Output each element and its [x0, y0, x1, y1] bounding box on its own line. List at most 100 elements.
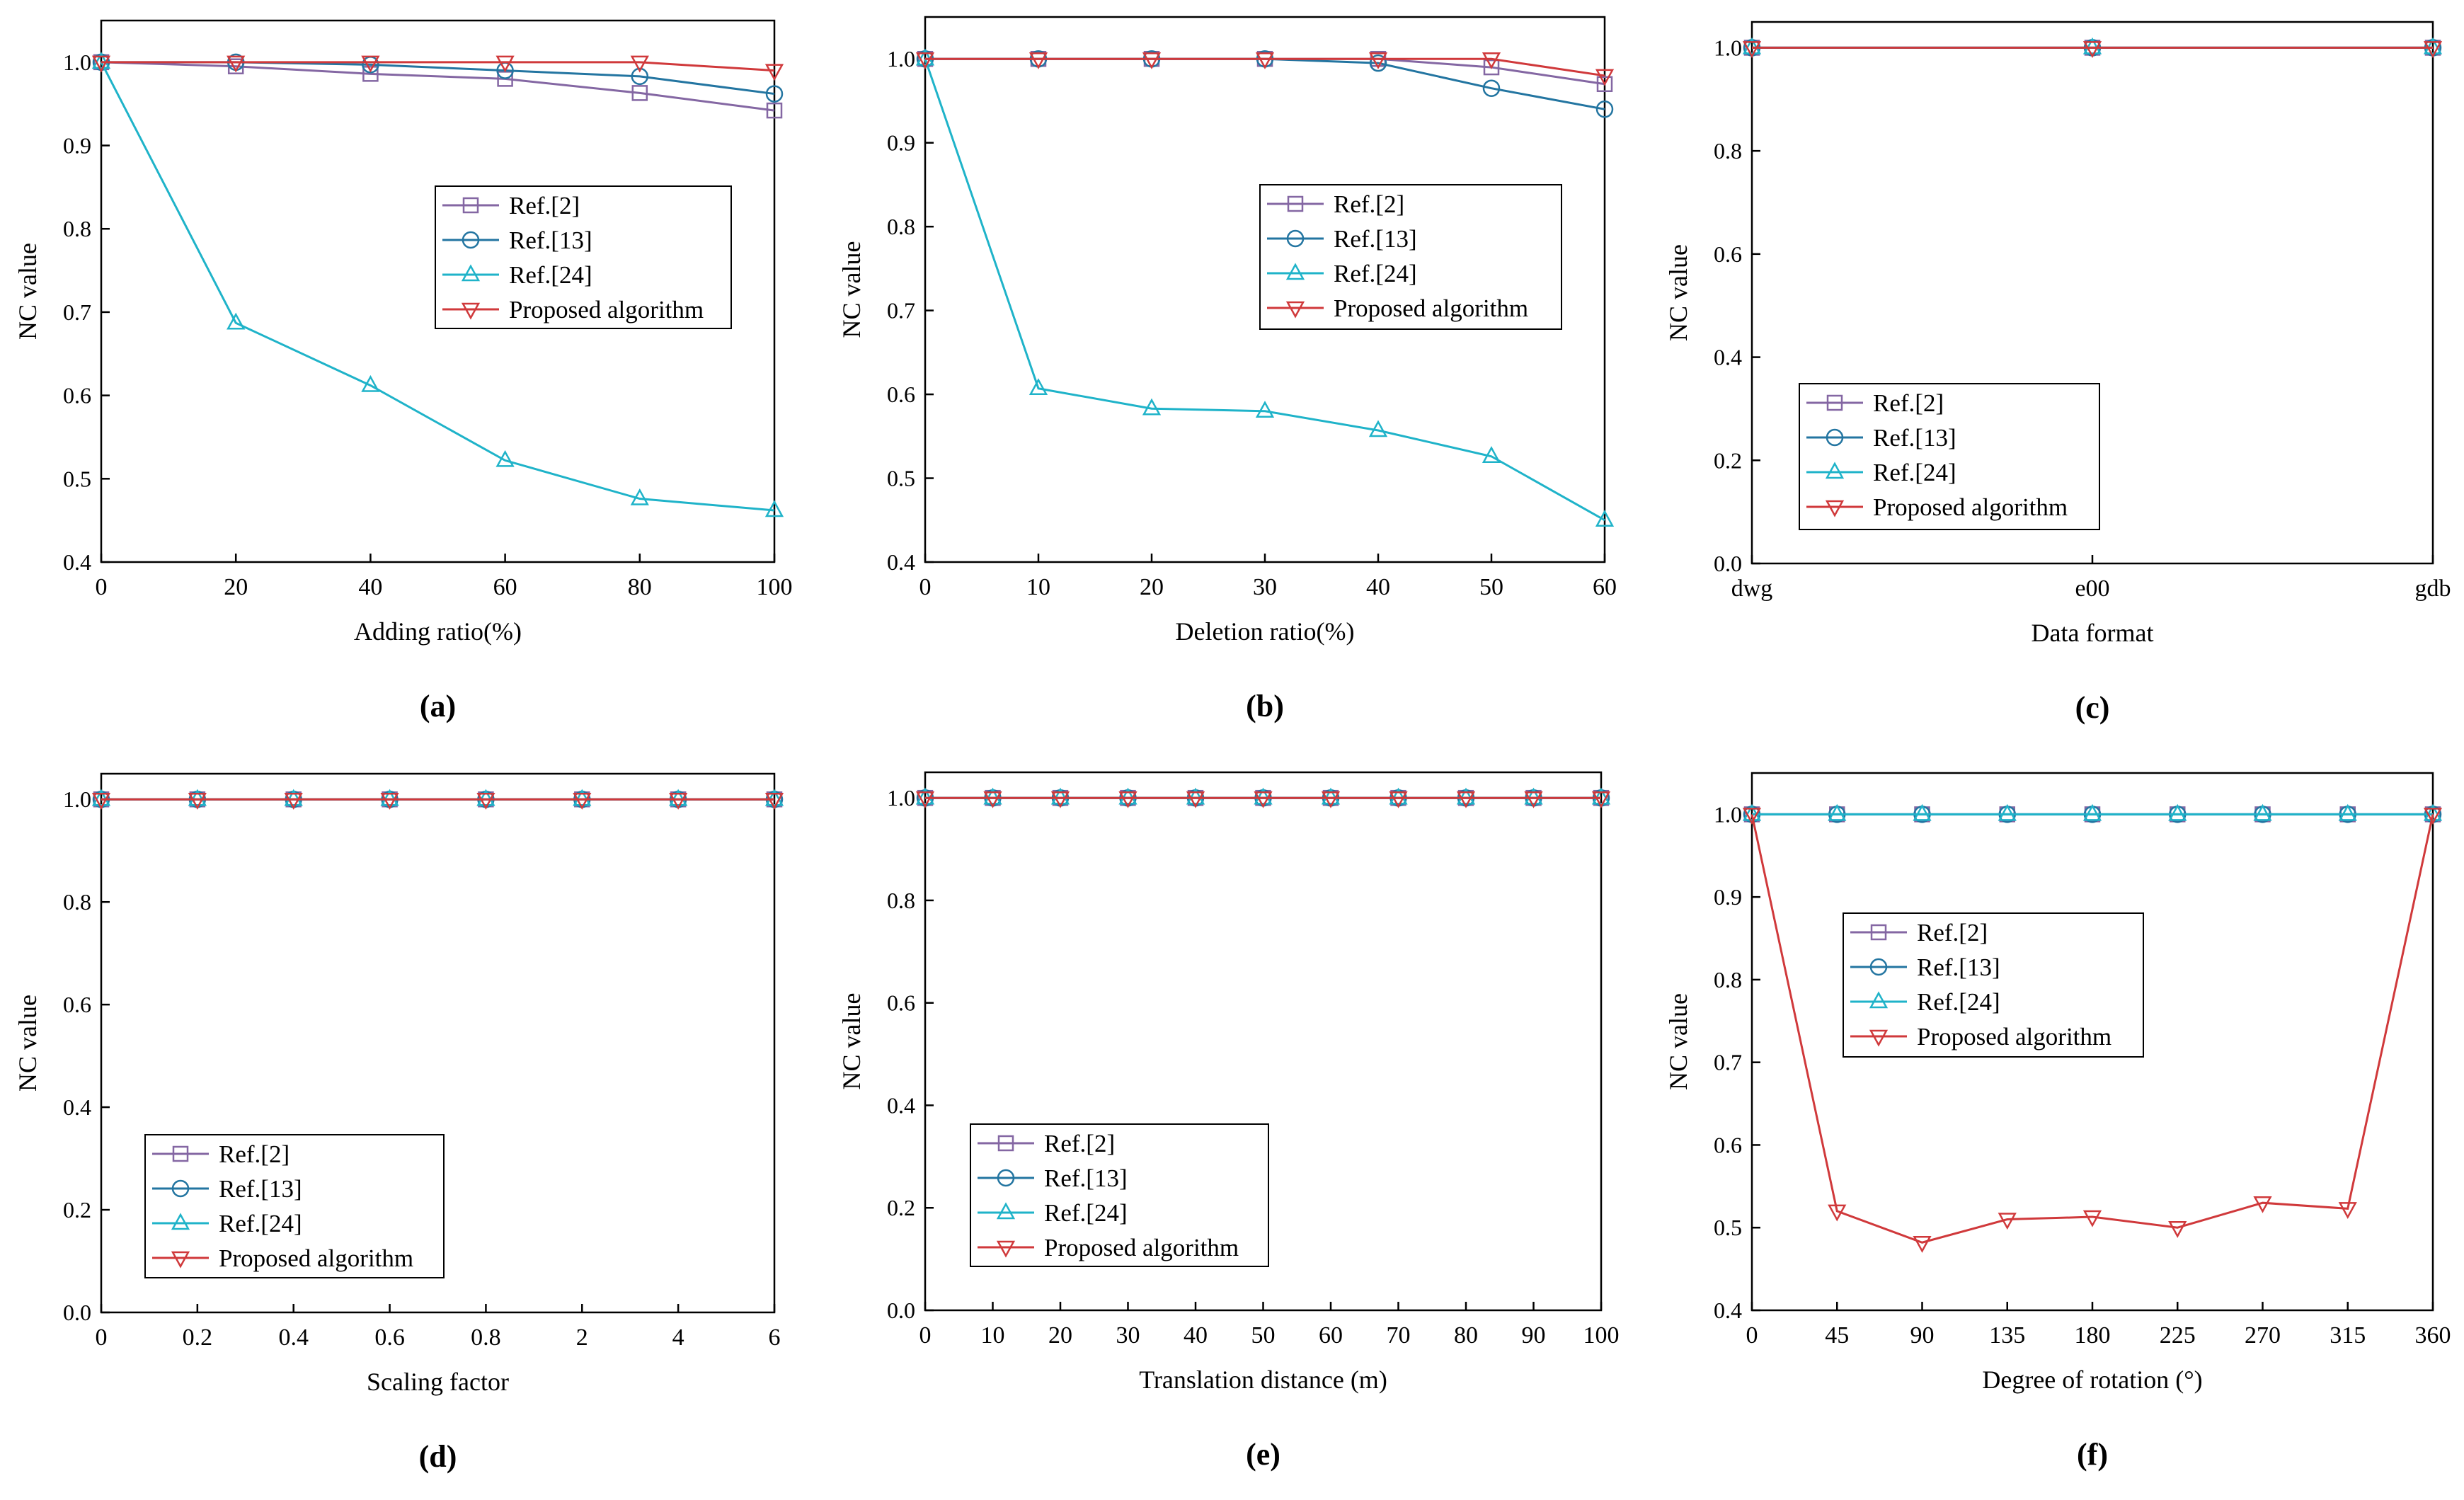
legend-label: Ref.[2] [219, 1140, 290, 1168]
data-point [1456, 787, 1476, 805]
legend-marker [462, 197, 479, 214]
x-tick-label: e00 [2075, 576, 2109, 602]
legend: Ref.[2] Ref.[13] Ref.[24] Proposed algorith… [1259, 184, 1562, 330]
y-tick-label: 0.6 [1714, 241, 1742, 267]
x-tick-label: 0.6 [374, 1324, 405, 1351]
chart-panel-f: 0.4 0.5 0.6 0.7 0.8 0.9 1.0 0 45 90 135 180 225 270 31… [1664, 772, 2451, 1472]
x-axis-label: Data format [2032, 619, 2154, 647]
data-point [380, 792, 399, 810]
data-point [573, 789, 592, 806]
data-point [1321, 791, 1341, 808]
legend-box [1259, 184, 1562, 330]
x-tick-label: 20 [1048, 1322, 1072, 1349]
legend-marker [1826, 428, 1844, 447]
data-point [1118, 787, 1138, 805]
data-point [631, 85, 648, 101]
legend-box [144, 1134, 445, 1278]
data-point [1913, 1235, 1932, 1253]
legend-label: Ref.[24] [509, 261, 592, 289]
data-point [915, 48, 935, 66]
data-point [2168, 803, 2187, 821]
x-tick-label: 20 [224, 574, 248, 600]
y-tick-label: 0.7 [1714, 1050, 1742, 1075]
y-tick-label: 1.0 [1714, 801, 1742, 827]
data-point [1050, 791, 1070, 808]
legend: Ref.[2] Ref.[13] Ref.[24] Proposed algorith… [144, 1134, 445, 1278]
data-point [631, 67, 649, 86]
y-tick-label: 0.2 [63, 1197, 91, 1223]
x-tick-label: 0 [919, 574, 932, 600]
data-point [1742, 808, 1762, 825]
series-line-0 [101, 61, 775, 112]
data-point [1186, 787, 1205, 805]
x-tick-label: 60 [1319, 1322, 1343, 1349]
x-axis-label: Adding ratio(%) [354, 617, 522, 646]
chart-panel-a: 0.4 0.5 0.6 0.7 0.8 0.9 1.0 0 20 40 60 80 100 Adding … [13, 19, 793, 723]
y-tick-label: 0.9 [887, 130, 915, 156]
data-point [630, 488, 649, 505]
x-tick-label: 45 [1825, 1322, 1849, 1349]
x-tick-label: 20 [1140, 574, 1164, 600]
legend-label: Proposed algorithm [219, 1244, 413, 1272]
series-line-3 [1750, 814, 2434, 1244]
x-tick-label: 180 [2075, 1322, 2111, 1349]
x-tick-label: 90 [1522, 1322, 1546, 1349]
x-tick-label: 10 [1026, 574, 1050, 600]
y-tick-label: 0.5 [63, 466, 91, 491]
legend-label: Ref.[13] [1917, 954, 2000, 981]
series-line-3 [925, 57, 1605, 77]
legend-marker [1870, 924, 1887, 941]
legend-label: Ref.[24] [1044, 1199, 1128, 1227]
data-point [2082, 37, 2102, 55]
legend: Ref.[2] Ref.[13] Ref.[24] Proposed algorith… [1799, 383, 2100, 530]
chart-panel-c: 0.0 0.2 0.4 0.6 0.8 1.0 dwg e00 gdb Data format NC… [1664, 21, 2451, 725]
y-axis-label: NC value [837, 993, 866, 1090]
panel-caption: (e) [1246, 1437, 1280, 1472]
data-point [1913, 803, 1932, 821]
x-tick-label: 0 [96, 1324, 108, 1351]
data-point [91, 55, 111, 73]
y-tick-label: 0.6 [1714, 1132, 1742, 1157]
legend-marker [172, 1145, 189, 1162]
data-point [764, 64, 784, 81]
legend: Ref.[2] Ref.[13] Ref.[24] Proposed algorith… [435, 185, 732, 329]
y-tick-label: 0.4 [887, 1092, 915, 1118]
data-point [1028, 52, 1048, 69]
y-axis-label: NC value [1664, 244, 1692, 341]
data-point [1591, 791, 1611, 808]
legend-marker [461, 302, 481, 320]
data-point [1596, 76, 1613, 93]
data-point [1321, 787, 1341, 805]
data-point [1524, 787, 1543, 805]
chart-panel-d: 0.0 0.2 0.4 0.6 0.8 1.0 0 0.2 0.4 0.6 0.8 2 4 6 Scalin… [13, 772, 784, 1474]
data-point [1828, 1204, 1847, 1222]
y-tick-label: 0.4 [887, 549, 915, 575]
data-point [1595, 510, 1615, 527]
data-point [1595, 101, 1614, 118]
data-point [573, 792, 592, 810]
y-tick-label: 0.6 [63, 383, 91, 408]
data-point [188, 789, 207, 806]
data-point [764, 792, 784, 810]
y-tick-label: 0.7 [63, 299, 91, 325]
x-axis-label: Degree of rotation (°) [1982, 1366, 2202, 1394]
x-axis-label: Translation distance (m) [1139, 1366, 1387, 1394]
legend-label: Proposed algorithm [1873, 493, 2068, 521]
data-point [380, 789, 399, 806]
data-point [1742, 41, 1762, 59]
y-tick-label: 0.2 [1714, 447, 1742, 473]
y-tick-label: 0.6 [887, 990, 915, 1016]
y-tick-label: 0.5 [887, 466, 915, 491]
y-tick-label: 0.6 [63, 992, 91, 1017]
y-tick-label: 1.0 [887, 785, 915, 811]
legend-label: Ref.[13] [1334, 225, 1417, 253]
panel-caption: (d) [419, 1439, 457, 1474]
data-point [1369, 54, 1387, 72]
data-point [1482, 79, 1501, 97]
y-axis-label: NC value [13, 243, 42, 340]
y-tick-label: 0.8 [1714, 967, 1742, 992]
y-tick-label: 0.9 [1714, 884, 1742, 910]
x-tick-label: 0.4 [278, 1324, 309, 1351]
x-tick-label: 6 [769, 1324, 781, 1351]
x-tick-label: 80 [628, 574, 652, 600]
